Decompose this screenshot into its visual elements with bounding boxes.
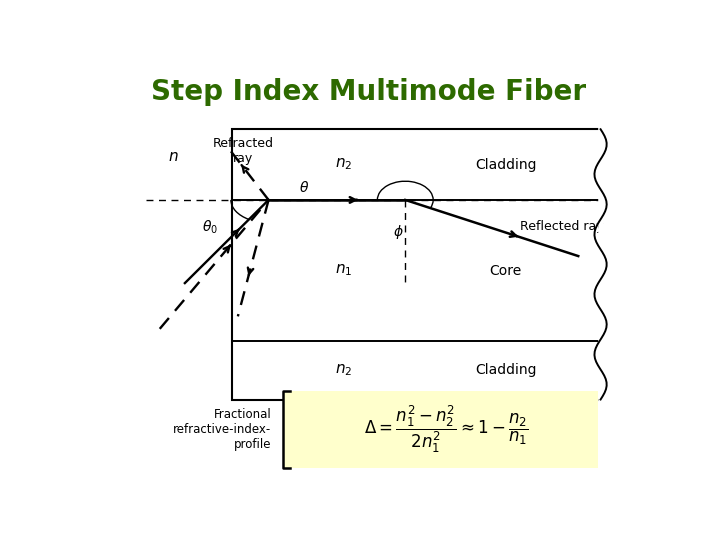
Text: $n_2$: $n_2$	[336, 157, 353, 172]
Text: $\phi$: $\phi$	[393, 223, 404, 241]
Text: $\theta$: $\theta$	[300, 180, 310, 195]
Text: $\Delta = \dfrac{n_1^2 - n_2^2}{2n_1^2} \approx 1 - \dfrac{n_2}{n_1}$: $\Delta = \dfrac{n_1^2 - n_2^2}{2n_1^2} …	[364, 404, 528, 455]
Text: Reflected ray: Reflected ray	[520, 220, 603, 233]
Text: Core: Core	[490, 264, 522, 278]
Bar	[233, 129, 600, 400]
Text: $n_1$: $n_1$	[336, 263, 353, 279]
Text: Cladding: Cladding	[475, 158, 536, 172]
Text: $n_2$: $n_2$	[336, 362, 353, 378]
Bar	[282, 391, 598, 468]
Text: Fractional
refractive-index-
profile: Fractional refractive-index- profile	[173, 408, 271, 451]
Text: $\theta_0$: $\theta_0$	[202, 219, 218, 236]
Text: Cladding: Cladding	[475, 363, 536, 377]
Text: Step Index Multimode Fiber: Step Index Multimode Fiber	[151, 78, 587, 106]
Text: Refracted
ray: Refracted ray	[213, 137, 274, 165]
Text: $n$: $n$	[168, 149, 179, 164]
